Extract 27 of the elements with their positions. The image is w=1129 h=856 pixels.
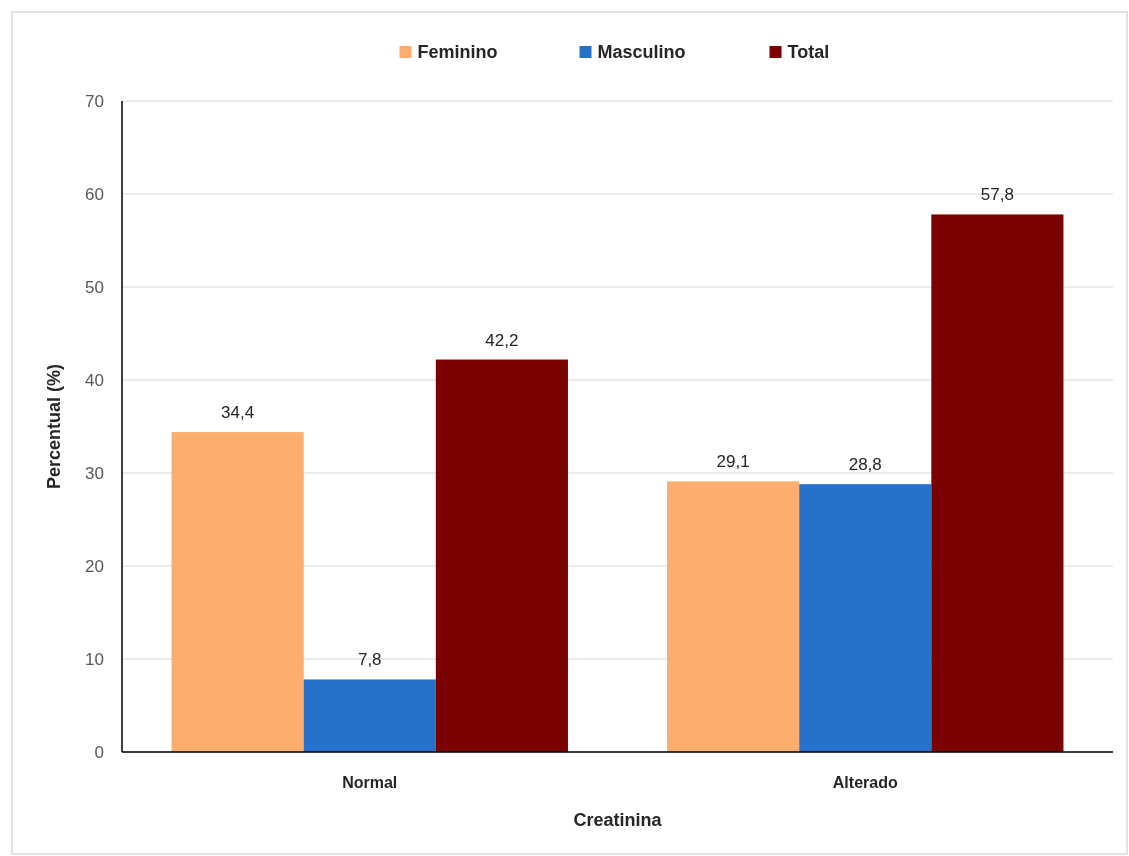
- y-tick-label: 30: [85, 463, 104, 483]
- y-tick-label: 0: [94, 742, 104, 762]
- data-label: 34,4: [221, 403, 255, 423]
- bar: [931, 214, 1064, 752]
- bar: [435, 359, 568, 752]
- x-tick-label: Alterado: [832, 774, 898, 791]
- y-tick-label: 10: [85, 649, 104, 669]
- bar: [171, 432, 304, 752]
- y-axis-title: Percentual (%): [44, 363, 64, 490]
- legend-label: Feminino: [417, 42, 498, 63]
- legend-label: Total: [787, 42, 830, 63]
- legend-label: Masculino: [597, 42, 686, 63]
- y-tick-label: 20: [85, 556, 104, 576]
- bar: [303, 679, 436, 752]
- y-tick-label: 70: [85, 91, 104, 111]
- x-tick-label: Normal: [342, 774, 398, 791]
- data-label: 7,8: [357, 650, 382, 670]
- data-label: 57,8: [980, 185, 1014, 205]
- data-label: 29,1: [716, 452, 750, 472]
- bar: [667, 481, 800, 752]
- y-tick-label: 50: [85, 277, 104, 297]
- bar: [799, 484, 932, 752]
- data-label: 28,8: [848, 455, 882, 475]
- y-tick-label: 60: [85, 184, 104, 204]
- data-label: 42,2: [485, 330, 519, 350]
- y-tick-label: 40: [85, 370, 104, 390]
- x-axis-title: Creatinina: [573, 810, 663, 830]
